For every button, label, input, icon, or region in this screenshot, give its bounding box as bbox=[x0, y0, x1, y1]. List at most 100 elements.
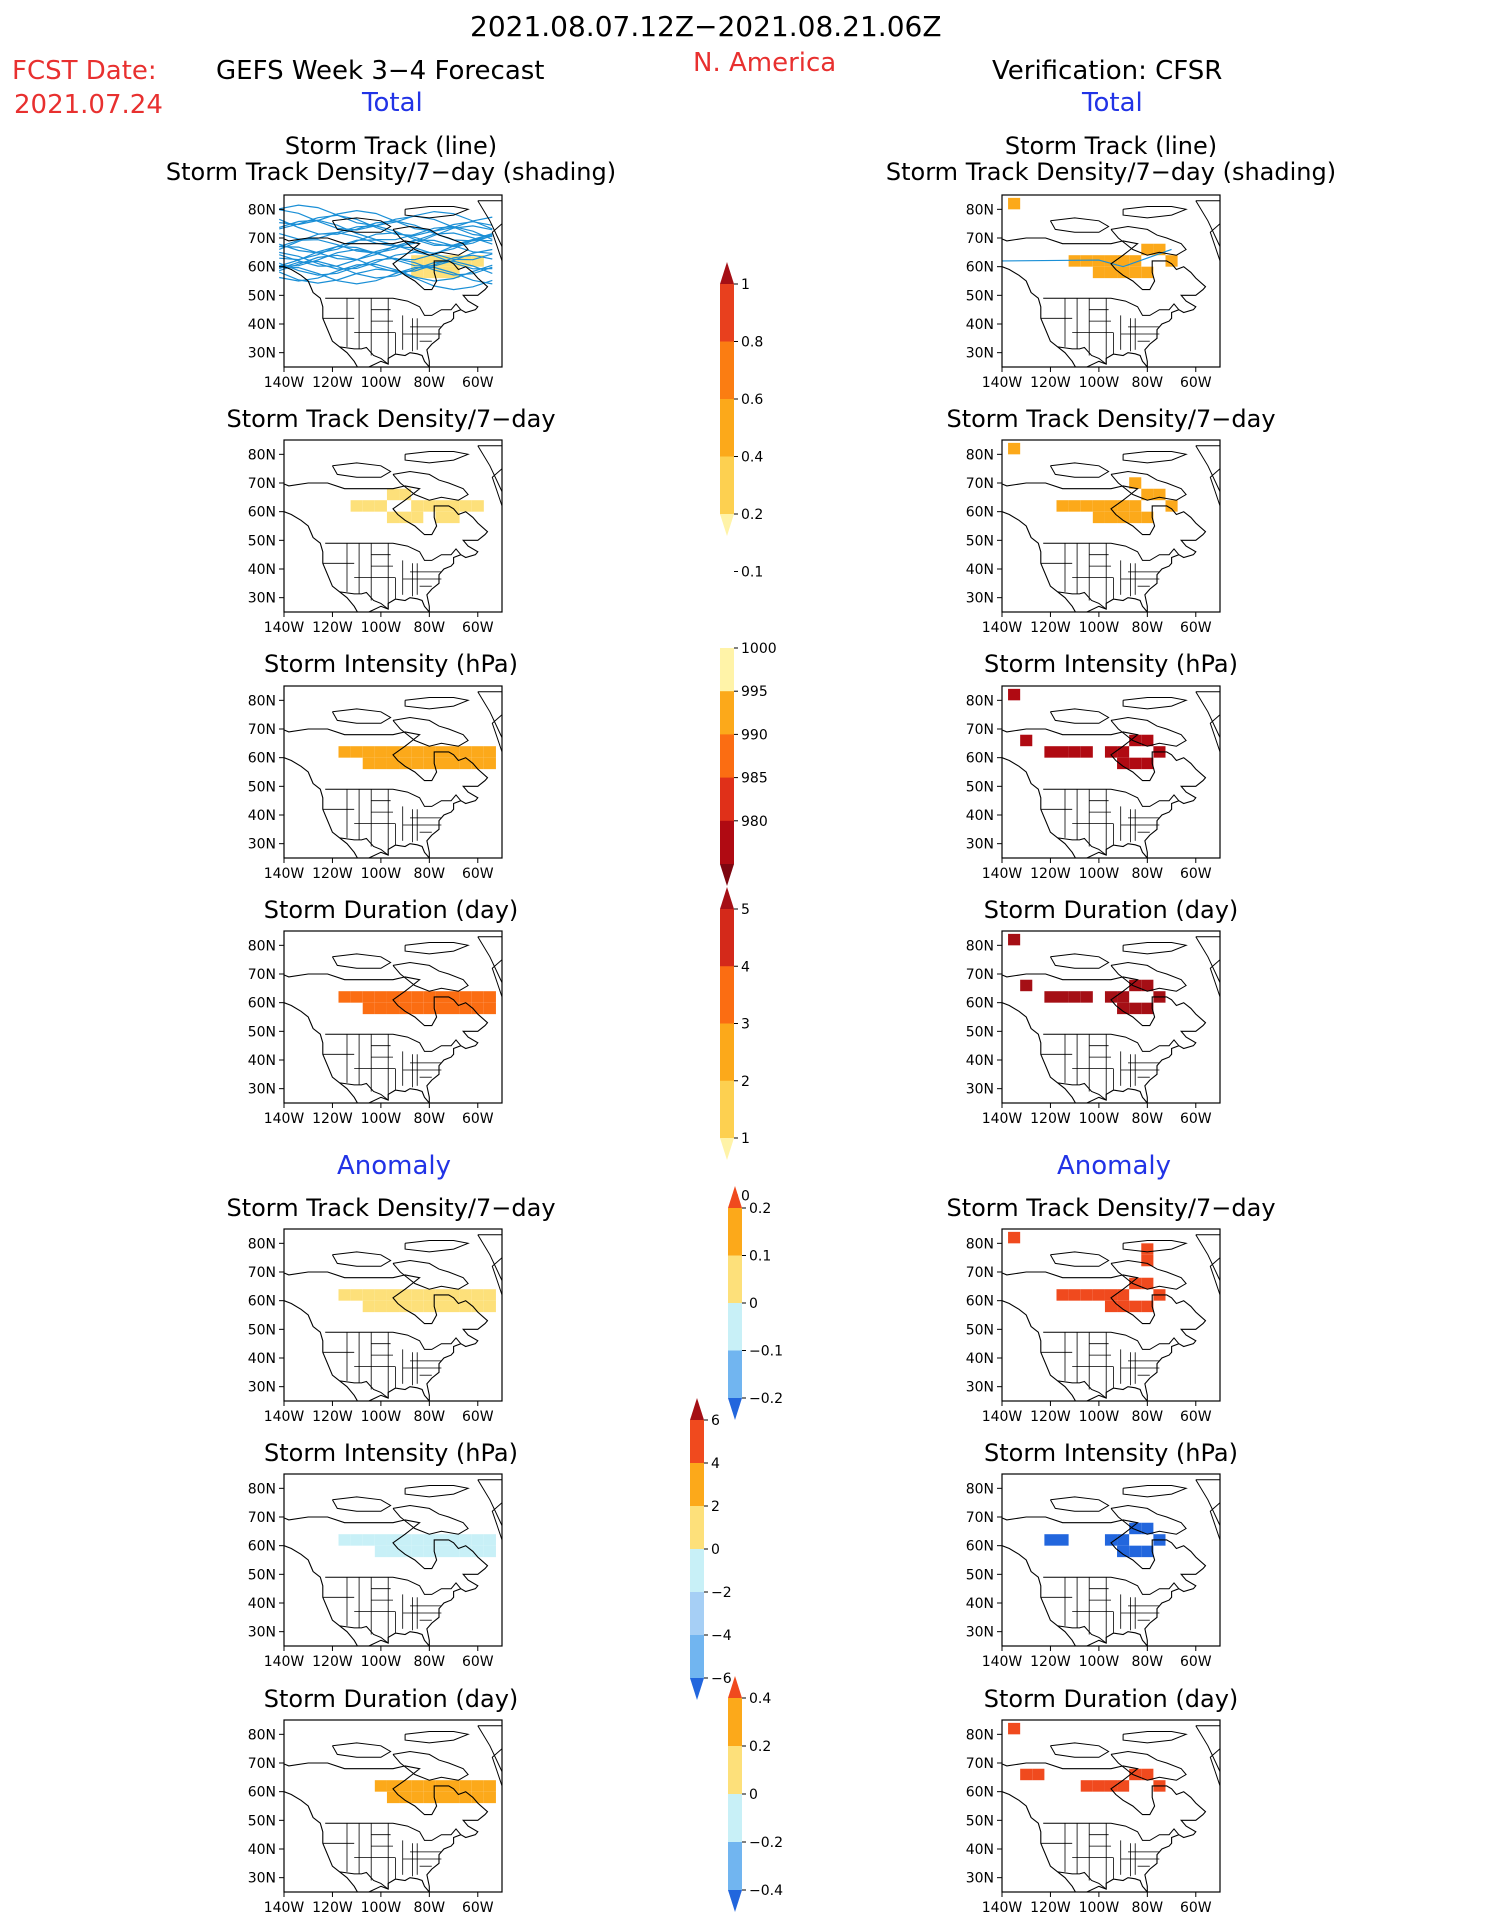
heatmap-cell bbox=[1020, 734, 1033, 747]
heatmap-cell bbox=[1141, 1768, 1154, 1781]
heatmap-cell bbox=[338, 746, 351, 758]
heatmap-cell bbox=[1104, 1780, 1118, 1792]
lon-tick-label: 60W bbox=[1180, 1654, 1212, 1670]
lat-tick-label: 70N bbox=[966, 722, 994, 738]
colorbar-density: 1 0.8 0.6 0.4 0.2 0.1 bbox=[720, 262, 763, 581]
heatmap-cell bbox=[447, 500, 460, 512]
heatmap-cell bbox=[1141, 511, 1154, 524]
lat-tick-label: 50N bbox=[966, 1322, 994, 1338]
lat-tick-label: 60N bbox=[248, 260, 276, 276]
lon-tick-label: 80W bbox=[1131, 1111, 1163, 1127]
colorbar-label: −0.1 bbox=[749, 1344, 783, 1360]
heatmap-cell bbox=[1141, 1254, 1154, 1267]
heatmap-cell bbox=[423, 1300, 436, 1313]
lat-tick-label: 70N bbox=[248, 967, 276, 983]
lat-tick-label: 80N bbox=[966, 1236, 994, 1252]
colorbar-arrow bbox=[720, 887, 734, 909]
lon-tick-label: 60W bbox=[462, 375, 494, 391]
lat-tick-label: 50N bbox=[248, 533, 276, 549]
colorbar-density-anom: 0.2 0.1 0 −0.1 −0.2 bbox=[728, 1186, 783, 1420]
lat-tick-label: 30N bbox=[966, 1625, 994, 1641]
lat-tick-label: 60N bbox=[966, 1539, 994, 1555]
heatmap-cell bbox=[411, 1545, 424, 1558]
lon-tick-label: 140W bbox=[264, 375, 305, 391]
lon-tick-label: 120W bbox=[312, 1900, 353, 1916]
colorbar-segment bbox=[720, 691, 734, 735]
lon-tick-label: 140W bbox=[982, 1111, 1023, 1127]
colorbar-label: 0.6 bbox=[741, 392, 763, 408]
heatmap-cell bbox=[362, 1002, 375, 1015]
lat-tick-label: 70N bbox=[966, 967, 994, 983]
heatmap-cell bbox=[1104, 511, 1118, 524]
lon-tick-label: 120W bbox=[312, 620, 353, 636]
heatmap-cell bbox=[362, 757, 375, 770]
heatmap-cell bbox=[386, 1300, 400, 1313]
storm-track-line bbox=[279, 219, 493, 241]
lat-tick-label: 30N bbox=[966, 346, 994, 362]
heatmap-cell bbox=[459, 1300, 472, 1313]
lat-tick-label: 40N bbox=[248, 1053, 276, 1069]
heatmap-cell bbox=[483, 1780, 496, 1792]
lon-tick-label: 80W bbox=[1131, 866, 1163, 882]
total-left-label: Total bbox=[362, 88, 423, 118]
heatmap-cell bbox=[411, 746, 424, 758]
lat-tick-label: 40N bbox=[966, 562, 994, 578]
heatmap-cell bbox=[483, 1791, 496, 1804]
heatmap-cell bbox=[399, 1780, 412, 1792]
heatmap-cell bbox=[411, 500, 424, 512]
heatmap-cell bbox=[399, 1534, 412, 1546]
colorbar-segment bbox=[720, 777, 734, 822]
lat-tick-label: 60N bbox=[248, 505, 276, 521]
lon-tick-label: 120W bbox=[1030, 1900, 1071, 1916]
lat-tick-label: 80N bbox=[966, 693, 994, 709]
panel-title: Storm Duration (day) bbox=[983, 1685, 1239, 1713]
heatmap-cell bbox=[447, 1300, 460, 1313]
lat-tick-label: 40N bbox=[966, 808, 994, 824]
heatmap-cell bbox=[471, 1289, 484, 1301]
colorbar-arrow bbox=[728, 1676, 742, 1698]
heatmap-cell bbox=[374, 746, 387, 758]
map-panel-fcst-density-anom: 80N 70N 60N 50N 40N 30N 140W 120W 100W 80W 60W bbox=[248, 1228, 503, 1425]
heatmap-cell bbox=[1092, 255, 1105, 267]
lon-tick-label: 120W bbox=[1030, 1654, 1071, 1670]
heatmap-cell bbox=[1104, 1534, 1118, 1546]
colorbar-label: 1000 bbox=[741, 641, 777, 657]
lon-tick-label: 120W bbox=[312, 866, 353, 882]
heatmap-cell bbox=[1020, 1768, 1033, 1781]
colorbar-segment bbox=[728, 1842, 742, 1891]
lon-tick-label: 60W bbox=[1180, 375, 1212, 391]
lon-tick-label: 80W bbox=[413, 1900, 445, 1916]
lon-tick-label: 100W bbox=[361, 620, 402, 636]
panel-title: Storm Intensity (hPa) bbox=[984, 1439, 1238, 1467]
heatmap-cell bbox=[1117, 1780, 1130, 1792]
lon-tick-label: 140W bbox=[982, 866, 1023, 882]
heatmap-cell bbox=[350, 1289, 363, 1301]
heatmap-cell bbox=[338, 1534, 351, 1546]
lat-tick-label: 60N bbox=[966, 751, 994, 767]
lat-tick-label: 80N bbox=[248, 1481, 276, 1497]
fcst-label: FCST Date: bbox=[12, 56, 157, 86]
heatmap-cell bbox=[374, 1534, 387, 1546]
lon-tick-label: 120W bbox=[1030, 1111, 1071, 1127]
heatmap-cell bbox=[350, 1534, 363, 1546]
heatmap-cell bbox=[423, 500, 436, 512]
colorbar-label: 4 bbox=[741, 959, 750, 975]
storm-track-line bbox=[279, 263, 493, 282]
lat-tick-label: 50N bbox=[248, 1567, 276, 1583]
lat-tick-label: 80N bbox=[248, 938, 276, 954]
panel-title: Storm Track (line) bbox=[1004, 132, 1218, 160]
lon-tick-label: 100W bbox=[1079, 375, 1120, 391]
storm-track-line bbox=[278, 218, 493, 242]
lon-tick-label: 100W bbox=[1079, 1111, 1120, 1127]
heatmap-cell bbox=[1068, 746, 1081, 758]
lat-tick-label: 30N bbox=[248, 837, 276, 853]
heatmap-cell bbox=[471, 255, 484, 267]
lon-tick-label: 120W bbox=[1030, 375, 1071, 391]
heatmap-cell bbox=[1117, 1002, 1130, 1015]
lat-tick-label: 80N bbox=[248, 1727, 276, 1743]
colorbar-duration-anom: 0.4 0.2 0 −0.2 −0.4 bbox=[728, 1676, 783, 1912]
lat-tick-label: 70N bbox=[248, 1265, 276, 1281]
lon-tick-label: 60W bbox=[462, 1654, 494, 1670]
heatmap-cell bbox=[483, 1289, 496, 1301]
map-panel-fcst-density: 80N 70N 60N 50N 40N 30N 140W 120W 100W 80W 60W bbox=[248, 439, 503, 636]
